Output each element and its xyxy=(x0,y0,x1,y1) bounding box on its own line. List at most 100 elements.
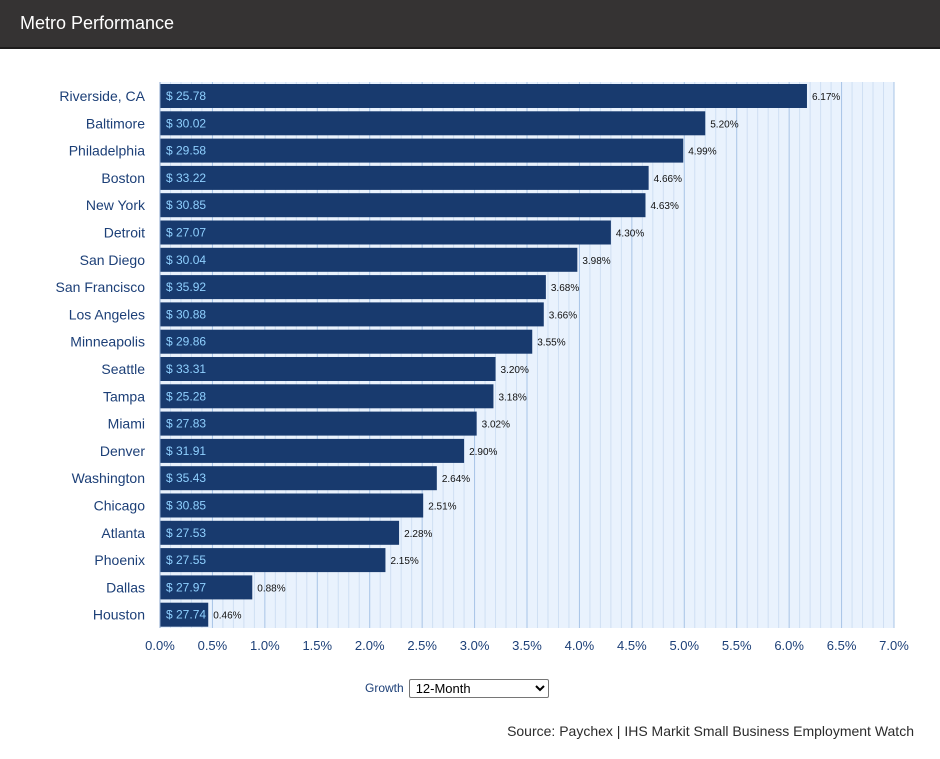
bar-wage-label: $ 27.07 xyxy=(166,226,206,240)
category-label: Denver xyxy=(100,443,145,459)
bar-wage-label: $ 30.85 xyxy=(166,499,206,513)
bar-wage-label: $ 30.04 xyxy=(166,253,206,267)
category-label: Dallas xyxy=(106,579,145,595)
x-tick-label: 7.0% xyxy=(879,638,909,653)
value-label: 3.98% xyxy=(582,256,610,267)
x-tick-label: 4.0% xyxy=(565,638,595,653)
bar xyxy=(160,302,544,327)
bar xyxy=(160,165,649,190)
value-label: 3.55% xyxy=(537,338,565,349)
category-label: Riverside, CA xyxy=(59,88,145,104)
value-label: 3.66% xyxy=(549,310,577,321)
category-label: Washington xyxy=(72,470,145,486)
bar xyxy=(160,411,477,436)
bar xyxy=(160,384,494,409)
category-label: San Diego xyxy=(80,252,146,268)
value-label: 4.63% xyxy=(650,201,678,212)
bar-wage-label: $ 35.43 xyxy=(166,471,206,485)
bar xyxy=(160,575,253,600)
category-label: Tampa xyxy=(103,388,145,404)
bar-wage-label: $ 29.86 xyxy=(166,335,206,349)
growth-label: Growth xyxy=(365,681,404,695)
category-label: New York xyxy=(86,197,146,213)
bar xyxy=(160,438,465,463)
bar-wage-label: $ 30.88 xyxy=(166,307,206,321)
bar-wage-label: $ 27.74 xyxy=(166,608,206,622)
value-label: 6.17% xyxy=(812,92,840,103)
header-bar: Metro Performance xyxy=(0,0,940,49)
category-label: Chicago xyxy=(94,498,146,514)
category-label: Phoenix xyxy=(94,552,145,568)
bar xyxy=(160,466,437,491)
bar-wage-label: $ 27.55 xyxy=(166,553,206,567)
x-tick-label: 5.5% xyxy=(722,638,752,653)
bar-chart: 0.0% 0.5% 1.0% 1.5% 2.0% 2.5% 3.0% 3.5% 4.0% 4.5%… xyxy=(56,82,909,653)
bar-wage-label: $ 35.92 xyxy=(166,280,206,294)
x-tick-label: 0.0% xyxy=(145,638,175,653)
bar xyxy=(160,247,578,272)
category-label: Minneapolis xyxy=(70,334,145,350)
value-label: 3.02% xyxy=(482,420,510,431)
bar xyxy=(160,357,496,381)
bar-wage-label: $ 33.22 xyxy=(166,171,206,185)
category-label: Atlanta xyxy=(101,525,145,541)
bar-wage-label: $ 25.78 xyxy=(166,89,206,103)
bar-wage-label: $ 33.31 xyxy=(166,362,206,376)
x-tick-label: 3.5% xyxy=(512,638,542,653)
source-note: Source: Paychex | IHS Markit Small Busin… xyxy=(507,723,914,739)
bar xyxy=(160,111,706,136)
category-label: Philadelphia xyxy=(69,143,145,159)
x-tick-label: 0.5% xyxy=(198,638,228,653)
x-tick-label: 2.5% xyxy=(407,638,437,653)
x-tick-label: 6.0% xyxy=(774,638,804,653)
page-title: Metro Performance xyxy=(20,13,175,33)
category-label: Detroit xyxy=(104,225,145,241)
category-label: San Francisco xyxy=(56,279,146,295)
value-label: 2.15% xyxy=(390,556,418,567)
value-label: 3.20% xyxy=(501,365,529,376)
bar xyxy=(160,138,684,163)
value-label: 4.99% xyxy=(688,147,716,158)
x-tick-label: 1.5% xyxy=(302,638,332,653)
bar-wage-label: $ 25.28 xyxy=(166,389,206,403)
bar xyxy=(160,329,533,354)
bar xyxy=(160,493,424,518)
value-label: 4.30% xyxy=(616,229,644,240)
x-tick-label: 4.5% xyxy=(617,638,647,653)
category-label: Baltimore xyxy=(86,115,145,131)
x-tick-label: 2.0% xyxy=(355,638,385,653)
value-label: 0.46% xyxy=(213,611,241,622)
bar-wage-label: $ 29.58 xyxy=(166,144,206,158)
value-label: 2.28% xyxy=(404,529,432,540)
x-tick-label: 5.0% xyxy=(669,638,699,653)
category-label: Miami xyxy=(108,416,145,432)
category-label: Boston xyxy=(101,170,145,186)
value-label: 5.20% xyxy=(710,119,738,130)
bar-wage-label: $ 31.91 xyxy=(166,444,206,458)
value-label: 2.51% xyxy=(428,502,456,513)
value-label: 3.68% xyxy=(551,283,579,294)
value-label: 4.66% xyxy=(654,174,682,185)
bar xyxy=(160,220,611,245)
bar xyxy=(160,84,807,108)
x-tick-label: 3.0% xyxy=(460,638,490,653)
value-label: 2.64% xyxy=(442,474,470,485)
bar xyxy=(160,193,646,218)
bar-wage-label: $ 27.83 xyxy=(166,417,206,431)
growth-controls: Growth 12-Month xyxy=(365,678,549,698)
bar-wage-label: $ 27.97 xyxy=(166,580,206,594)
bar xyxy=(160,602,209,627)
value-label: 3.18% xyxy=(498,392,526,403)
growth-select[interactable]: 12-Month xyxy=(408,678,549,698)
value-label: 0.88% xyxy=(257,583,285,594)
bar xyxy=(160,275,546,300)
bar-wage-label: $ 30.02 xyxy=(166,116,206,130)
bar xyxy=(160,520,400,545)
category-label: Seattle xyxy=(101,361,145,377)
x-tick-label: 6.5% xyxy=(827,638,857,653)
x-tick-label: 1.0% xyxy=(250,638,280,653)
bar-wage-label: $ 27.53 xyxy=(166,526,206,540)
bar-wage-label: $ 30.85 xyxy=(166,198,206,212)
value-label: 2.90% xyxy=(469,447,497,458)
category-label: Houston xyxy=(93,607,145,623)
